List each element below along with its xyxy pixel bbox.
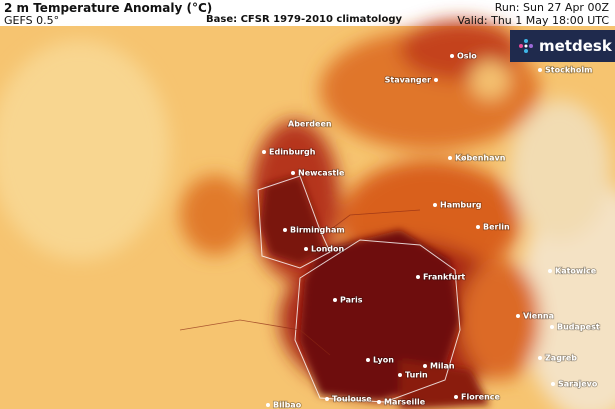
city-label: Paris [340, 296, 363, 305]
city-dot [538, 356, 542, 360]
base: Base: CFSR 1979-2010 climatology [206, 14, 403, 25]
city-label: Lyon [373, 356, 394, 365]
city-dot [448, 156, 452, 160]
city-label: Turin [405, 371, 428, 380]
city-label: Oslo [457, 52, 477, 61]
city-dot [516, 314, 520, 318]
city-label: Toulouse [332, 395, 372, 404]
city-label: Berlin [483, 223, 510, 232]
city-label: Vienna [523, 312, 554, 321]
city-dot [333, 298, 337, 302]
city-dot [304, 247, 308, 251]
logo-text: metdesk [539, 37, 612, 55]
city-dot [423, 364, 427, 368]
logo-box: metdesk [510, 30, 615, 62]
city-dot [283, 228, 287, 232]
model: GEFS 0.5° [4, 14, 60, 27]
city-dot [550, 325, 554, 329]
city-label: Edinburgh [269, 148, 316, 157]
city-dot [366, 358, 370, 362]
city-label: Milan [430, 362, 455, 371]
city-label: Newcastle [298, 169, 345, 178]
city-label: Stavanger [385, 76, 431, 85]
city-label: Budapest [557, 323, 600, 332]
city-label: Florence [461, 393, 501, 402]
city-label: Birmingham [290, 226, 345, 235]
city-label: Stockholm [545, 66, 592, 75]
run: Run: Sun 27 Apr 00Z [494, 1, 609, 14]
city-dot [416, 275, 420, 279]
city-dot [325, 397, 329, 401]
city-dot [262, 150, 266, 154]
city-label: Katowice [555, 267, 597, 276]
city-label: Hamburg [440, 201, 482, 210]
city-labels: Oslo Stavanger Stockholm Aberdeen Edinburgh N… [262, 51, 601, 409]
city-label: Marseille [384, 398, 426, 407]
city-dot [454, 395, 458, 399]
city-label: London [311, 245, 345, 254]
city-dot [434, 78, 438, 82]
title: 2 m Temperature Anomaly (°C) [4, 1, 213, 15]
city-dot [266, 403, 270, 407]
city-dot [476, 225, 480, 229]
city-label: Zagreb [545, 354, 577, 363]
city-dot [377, 400, 381, 404]
city-label: København [455, 154, 506, 163]
city-dot [450, 54, 454, 58]
city-dot [551, 382, 555, 386]
city-dot [291, 171, 295, 175]
city-dot [538, 68, 542, 72]
city-label: Bilbao [273, 401, 302, 409]
city-label: Aberdeen [288, 120, 332, 129]
logo-icon [519, 39, 533, 53]
valid: Valid: Thu 1 May 18:00 UTC [457, 14, 609, 27]
city-label: Frankfurt [423, 273, 465, 282]
city-dot [398, 373, 402, 377]
city-label: Sarajevo [558, 380, 598, 389]
city-dot [433, 203, 437, 207]
city-dot [548, 269, 552, 273]
